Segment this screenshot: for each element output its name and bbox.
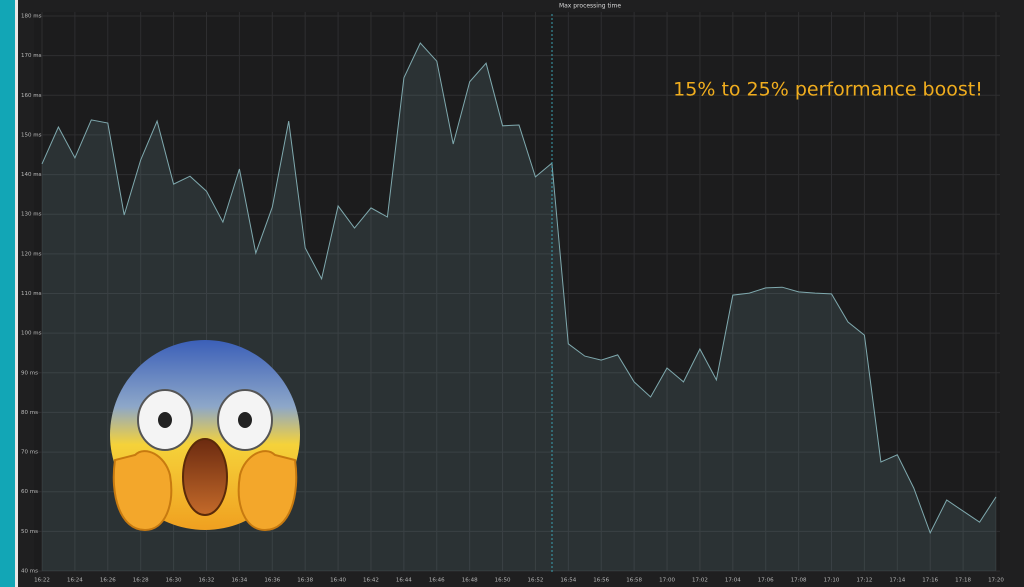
sidebar-edge — [15, 0, 18, 587]
emoji-hand — [112, 450, 173, 532]
y-tick-label: 150 ms — [21, 132, 42, 138]
y-tick-label: 50 ms — [21, 529, 38, 535]
x-tick-label: 17:04 — [725, 578, 741, 584]
x-tick-label: 17:10 — [824, 578, 840, 584]
emoji-hand — [237, 450, 298, 532]
emoji-pupil — [158, 412, 172, 428]
y-tick-label: 100 ms — [21, 331, 42, 337]
x-tick-label: 17:18 — [955, 578, 971, 584]
x-tick-label: 16:26 — [100, 578, 116, 584]
x-tick-label: 16:58 — [626, 578, 642, 584]
x-tick-label: 16:54 — [560, 578, 576, 584]
emoji-mouth — [182, 438, 228, 516]
line — [41, 42, 997, 535]
x-tick-label: 16:42 — [363, 578, 379, 584]
x-tick-label: 17:20 — [988, 578, 1004, 584]
sidebar — [0, 0, 15, 587]
annotation: 15% to 25% performance boost! — [673, 79, 983, 101]
x-tick-label: 16:40 — [330, 578, 346, 584]
x-tick-label: 17:02 — [692, 578, 708, 584]
x-tick-label: 16:34 — [231, 578, 247, 584]
x-tick-label: 16:46 — [429, 578, 445, 584]
emoji-pupil — [238, 412, 252, 428]
x-tick-label: 16:36 — [264, 578, 280, 584]
y-tick-label: 60 ms — [21, 489, 38, 495]
x-tick-label: 17:12 — [856, 578, 872, 584]
y-tick-label: 160 ms — [21, 93, 42, 99]
y-tick-label: 80 ms — [21, 410, 38, 416]
y-tick-label: 70 ms — [21, 450, 38, 456]
x-tick-label: 16:52 — [528, 578, 544, 584]
x-tick-label: 16:50 — [495, 578, 511, 584]
x-tick-label: 16:38 — [297, 578, 313, 584]
x-tick-label: 16:32 — [199, 578, 215, 584]
y-tick-label: 90 ms — [21, 370, 38, 376]
x-tick-label: 17:08 — [791, 578, 807, 584]
y-tick-label: 110 ms — [21, 291, 42, 297]
y-tick-label: 120 ms — [21, 251, 42, 257]
y-tick-label: 170 ms — [21, 53, 42, 59]
x-tick-label: 17:06 — [758, 578, 774, 584]
x-tick-label: 16:22 — [34, 578, 50, 584]
chart-title: Max processing time — [559, 3, 621, 10]
emoji — [110, 340, 300, 532]
y-tick-label: 130 ms — [21, 212, 42, 218]
x-tick-label: 17:14 — [889, 578, 905, 584]
x-tick-label: 16:44 — [396, 578, 412, 584]
x-tick-label: 16:48 — [462, 578, 478, 584]
x-tick-label: 16:24 — [67, 578, 83, 584]
x-tick-label: 17:00 — [659, 578, 675, 584]
y-tick-label: 40 ms — [21, 569, 38, 575]
x-tick-label: 16:28 — [133, 578, 149, 584]
x-tick-label: 16:30 — [166, 578, 182, 584]
y-tick-label: 180 ms — [21, 14, 42, 20]
x-tick-label: 16:56 — [593, 578, 609, 584]
x-tick-label: 17:16 — [922, 578, 938, 584]
y-tick-label: 140 ms — [21, 172, 42, 178]
